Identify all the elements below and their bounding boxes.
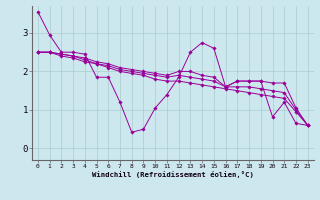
X-axis label: Windchill (Refroidissement éolien,°C): Windchill (Refroidissement éolien,°C) [92,171,254,178]
